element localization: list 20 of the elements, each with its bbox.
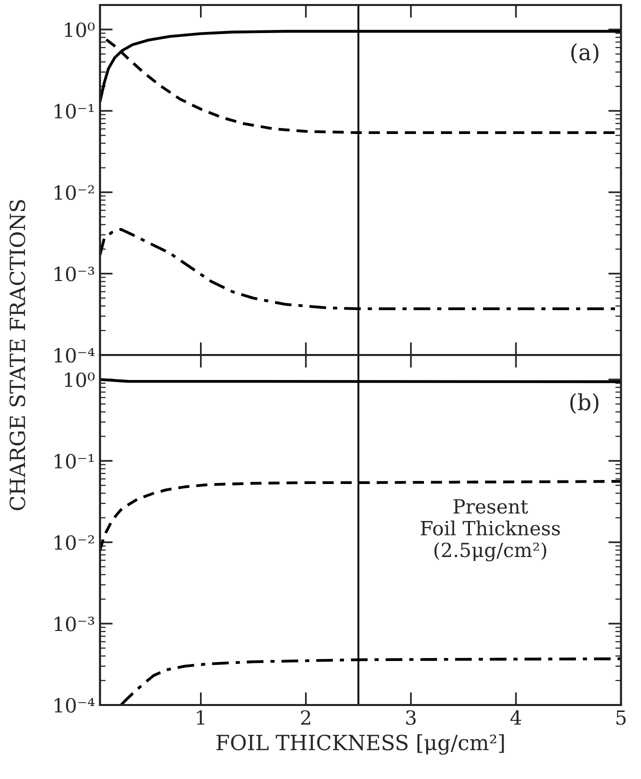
y-tick-label: 10⁰ — [64, 22, 95, 38]
y-tick-label: 10⁰ — [64, 372, 95, 388]
x-tick-label: 1 — [197, 710, 204, 725]
x-axis-title: FOIL THICKNESS [μg/cm²] — [216, 734, 504, 755]
y-axis-title: CHARGE STATE FRACTIONS — [10, 200, 26, 510]
annotation: (b) — [570, 393, 598, 414]
annotation: (a) — [571, 43, 598, 64]
y-tick-label: 10⁻¹ — [54, 454, 94, 469]
y-tick-label: 10⁻² — [54, 535, 94, 550]
y-tick-label: 10⁻³ — [54, 616, 94, 632]
x-tick-label: 4 — [510, 710, 522, 725]
x-tick-label: 3 — [406, 710, 416, 725]
ref-line-label: Present Foil Thickness (2.5μg/cm²) — [420, 499, 560, 562]
y-tick-label: 10⁻¹ — [54, 104, 94, 119]
y-tick-label: 10⁻⁴ — [54, 348, 95, 363]
x-tick-label: 5 — [616, 710, 626, 725]
x-tick-label: 2 — [301, 710, 310, 725]
y-tick-label: 10⁻⁴ — [54, 698, 95, 713]
y-tick-label: 10⁻² — [54, 185, 94, 200]
y-tick-label: 10⁻³ — [54, 266, 94, 282]
